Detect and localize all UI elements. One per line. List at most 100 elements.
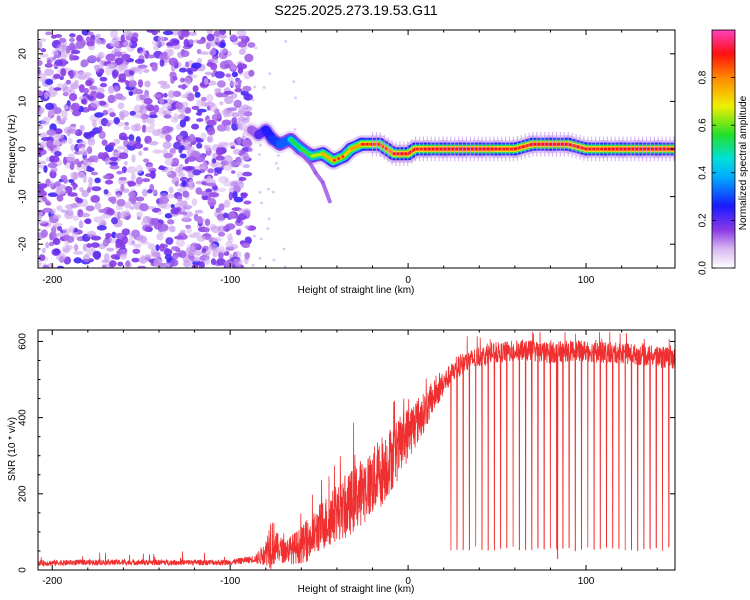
spectrum-noise-cell <box>188 179 194 188</box>
spectrum-noise-cell <box>225 73 231 78</box>
spectrum-noise-cell <box>168 90 175 99</box>
spectrum-noise-cell <box>204 177 213 184</box>
spectrum-noise-cell <box>61 245 71 254</box>
spectrum-noise-cell <box>89 85 98 91</box>
spectrum-noise-cell <box>38 183 48 189</box>
spectrum-noise-cell <box>157 210 163 215</box>
spectrum-noise-cell <box>218 245 225 253</box>
spectrum-noise-cell <box>97 152 105 160</box>
spectrum-noise-cell <box>74 158 80 163</box>
spectrum-noise-cell <box>201 248 207 253</box>
spectrum-noise-cell <box>188 39 194 45</box>
spectrum-noise-cell <box>271 190 275 194</box>
spectrum-noise-cell <box>219 30 227 36</box>
spectrum-noise-cell <box>70 102 80 112</box>
spectrum-noise-cell <box>267 217 271 221</box>
spectrum-noise-cell <box>231 112 240 118</box>
spectrum-noise-cell <box>148 114 158 119</box>
spectrum-noise-cell <box>160 83 171 89</box>
spectrum-noise-cell <box>204 218 211 227</box>
spectrum-noise-cell <box>90 235 102 241</box>
spectrum-noise-cell <box>242 139 253 148</box>
spectrum-noise-cell <box>251 98 255 102</box>
spectrum-noise-cell <box>63 104 69 110</box>
spectrum-noise-cell <box>99 76 108 82</box>
spectrum-noise-cell <box>146 163 154 171</box>
spectrum-noise-cell <box>98 125 103 133</box>
spectrogram-y-tick-label: -20 <box>18 237 29 252</box>
spectrum-noise-cell <box>123 125 130 131</box>
spectrum-noise-cell <box>233 196 244 203</box>
spectrum-noise-cell <box>229 81 238 87</box>
spectrum-noise-cell <box>131 257 140 263</box>
spectrum-noise-cell <box>191 169 202 176</box>
spectrum-noise-cell <box>209 49 216 56</box>
spectrum-noise-cell <box>104 157 110 166</box>
spectrum-noise-cell <box>230 182 239 188</box>
spectrum-noise-cell <box>101 259 109 264</box>
spectrum-noise-cell <box>227 107 238 111</box>
spectrogram-y-tick-label: 0 <box>18 146 29 152</box>
spectrum-noise-cell <box>214 88 222 93</box>
spectrum-noise-cell <box>113 117 120 125</box>
spectrum-noise-cell <box>147 189 153 194</box>
spectrum-noise-cell <box>109 39 120 47</box>
spectrum-noise-cell <box>94 177 101 184</box>
spectrum-noise-cell <box>179 77 185 83</box>
spectrum-noise-cell <box>225 241 233 248</box>
spectrum-noise-cell <box>101 139 108 146</box>
spectrum-noise-cell <box>254 46 258 50</box>
spectrum-noise-cell <box>153 222 162 230</box>
spectrum-noise-cell <box>173 112 178 122</box>
spectrum-noise-cell <box>69 71 74 79</box>
spectrum-noise-cell <box>103 189 109 195</box>
spectrum-noise-cell <box>138 150 143 156</box>
spectrum-noise-cell <box>143 68 150 73</box>
spectrum-noise-cell <box>165 134 172 142</box>
spectrum-noise-cell <box>73 251 84 255</box>
spectrum-noise-cell <box>131 229 141 238</box>
spectrum-noise-cell <box>43 91 49 100</box>
spectrum-noise-cell <box>262 86 266 89</box>
spectrum-noise-cell <box>180 30 190 37</box>
spectrum-noise-cell <box>95 87 105 94</box>
spectrum-noise-cell <box>231 117 238 125</box>
spectrum-noise-cell <box>121 228 131 236</box>
spectrum-noise-cell <box>59 76 64 80</box>
spectrum-noise-cell <box>139 50 147 56</box>
spectrum-noise-cell <box>54 181 61 187</box>
spectrum-noise-cell <box>152 45 160 51</box>
spectrum-noise-cell <box>224 142 229 150</box>
spectrum-noise-cell <box>69 42 76 51</box>
spectrum-noise-cell <box>139 106 148 115</box>
spectrum-noise-cell <box>195 111 202 116</box>
spectrum-noise-cell <box>219 48 228 54</box>
spectrum-noise-cell <box>168 225 176 233</box>
spectrum-noise-cell <box>178 250 187 258</box>
spectrum-noise-cell <box>67 192 78 197</box>
spectrum-noise-cell <box>175 166 181 173</box>
spectrum-noise-cell <box>146 104 155 112</box>
spectrum-noise-cell <box>194 91 201 98</box>
spectrum-noise-cell <box>166 170 172 176</box>
spectrum-noise-cell <box>162 141 172 150</box>
spectrogram-x-tick-label: -100 <box>220 275 240 286</box>
spectrum-noise-cell <box>228 187 235 194</box>
spectrum-noise-cell <box>185 247 196 254</box>
snr-x-tick-label: -100 <box>220 576 240 587</box>
spectrum-noise-cell <box>173 141 182 150</box>
spectrum-noise-cell <box>137 79 144 88</box>
spectrum-noise-cell <box>119 211 126 219</box>
spectrum-noise-cell <box>242 208 251 216</box>
spectrum-noise-cell <box>105 232 112 238</box>
spectrum-noise-cell <box>95 92 103 99</box>
spectrum-noise-cell <box>218 176 228 184</box>
spectrum-noise-cell <box>54 128 63 135</box>
spectrum-noise-cell <box>92 250 102 260</box>
spectrum-noise-cell <box>128 134 135 142</box>
spectrum-noise-cell <box>58 37 67 43</box>
spectrum-noise-cell <box>96 57 101 63</box>
spectrum-noise-cell <box>54 52 61 59</box>
